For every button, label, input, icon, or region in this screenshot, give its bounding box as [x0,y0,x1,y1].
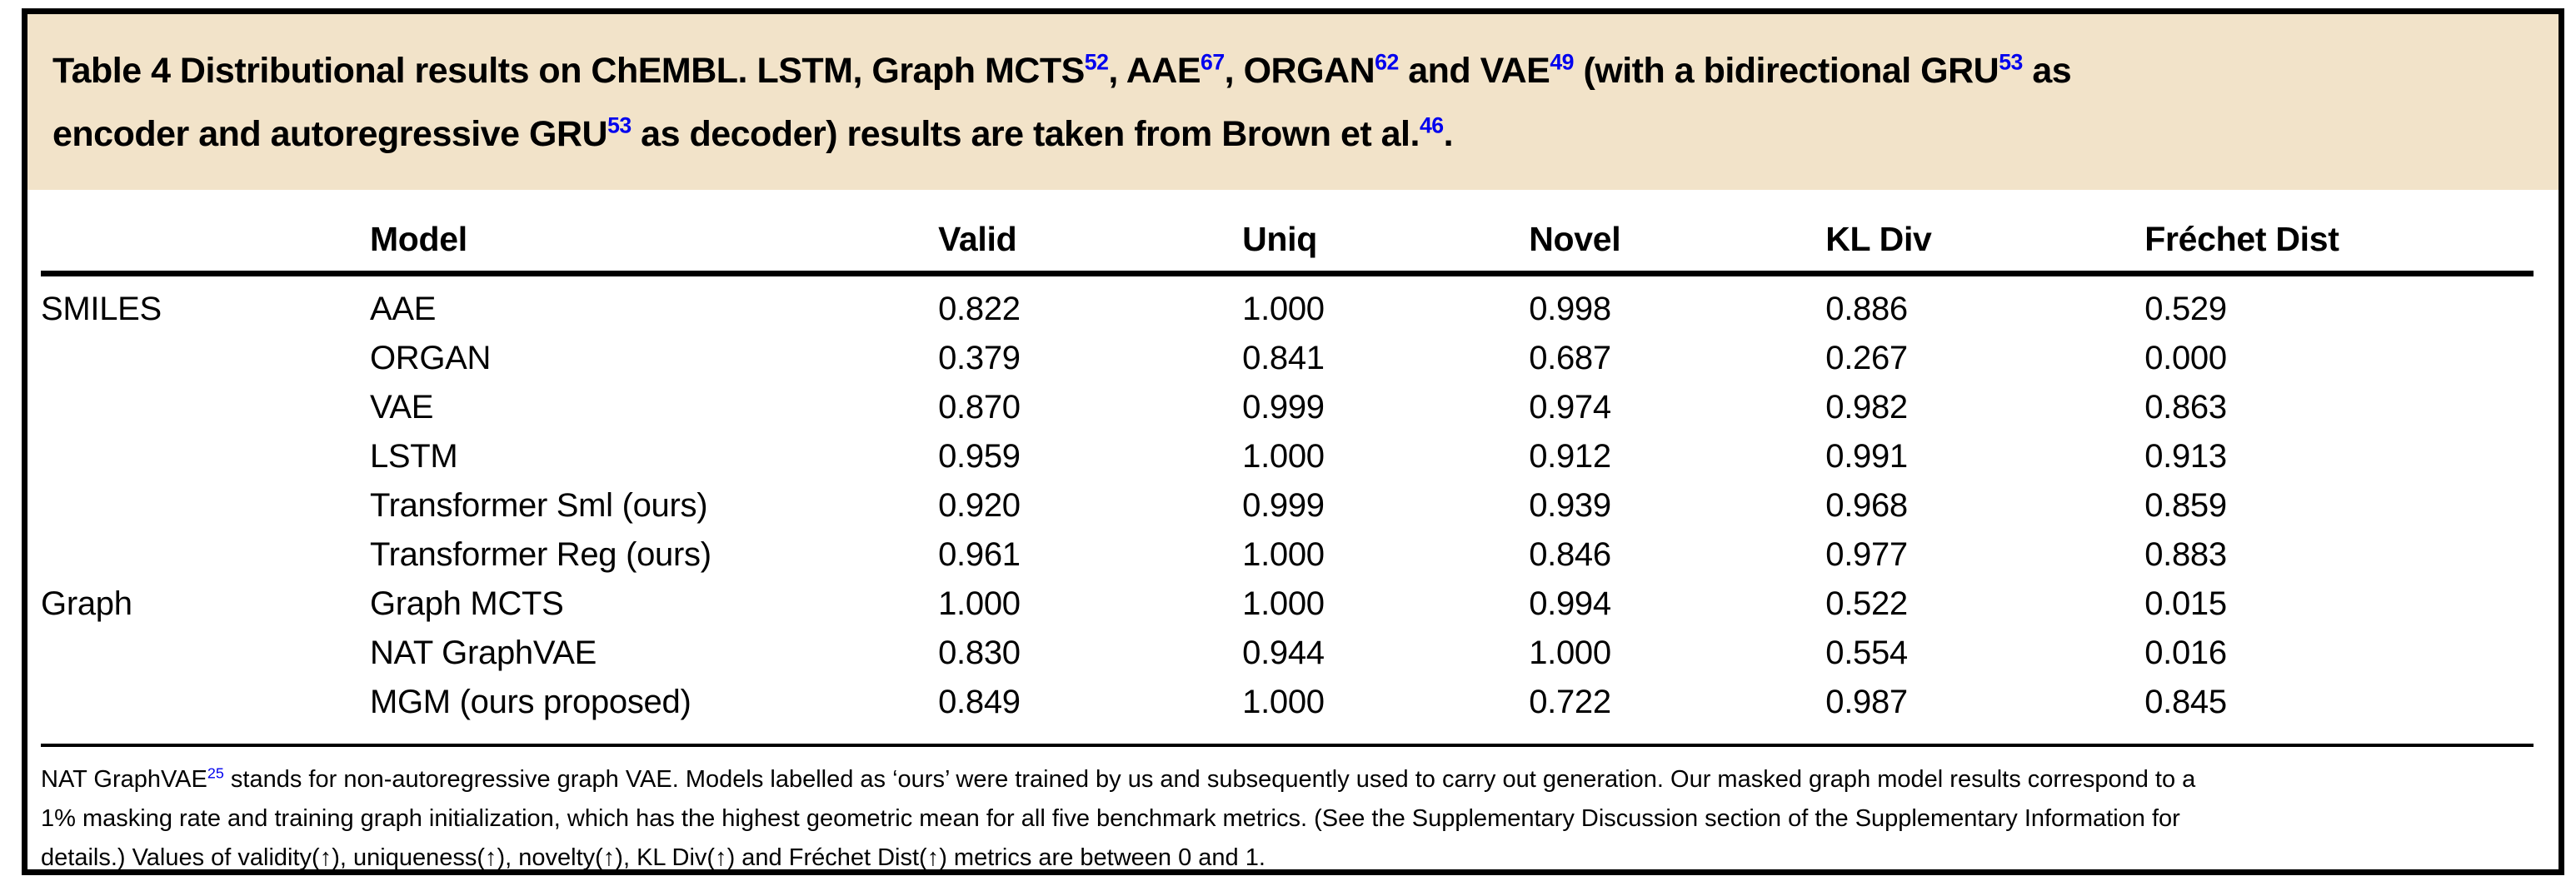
citation-link[interactable]: 53 [607,112,632,138]
cell-fr-chet-dist: 0.883 [2144,536,2227,573]
cell-novel: 0.722 [1529,684,1611,720]
cell-valid: 0.920 [938,487,1021,524]
cell-model: MGM (ours proposed) [369,684,691,720]
cell-group [41,629,370,678]
cell-kl-div: 0.522 [1825,585,1908,622]
table-row: Transformer Reg (ours) 0.961 1.000 0.846 0.9… [41,530,2534,580]
cell-valid: 0.379 [938,340,1021,376]
cell-group: Graph [41,585,132,622]
cell-uniq: 0.944 [1242,635,1325,671]
col-header-novel: Novel [1529,197,1826,276]
col-header-group [41,197,370,276]
cell-valid: 0.822 [938,291,1021,327]
cell-novel: 0.998 [1529,291,1611,327]
cell-model: Transformer Sml (ours) [369,487,708,524]
citation-link[interactable]: 46 [1419,112,1444,138]
cell-model: VAE [369,389,434,426]
cell-kl-div: 0.886 [1825,291,1908,327]
cell-fr-chet-dist: 0.859 [2144,487,2227,524]
table-figure-frame: Table 4 Distributional results on ChEMBL… [22,8,2564,875]
cell-kl-div: 0.991 [1825,438,1908,475]
cell-valid: 0.959 [938,438,1021,475]
cell-model: Graph MCTS [369,585,564,622]
cell-valid: 0.961 [938,536,1021,573]
cell-group [41,678,370,737]
cell-fr-chet-dist: 0.016 [2144,635,2227,671]
table-content-area: Model Valid Uniq Novel KL Div Fréchet Dist SMI… [27,197,2559,878]
cell-novel: 0.974 [1529,389,1611,426]
cell-group [41,481,370,530]
cell-kl-div: 0.267 [1825,340,1908,376]
table-row: VAE 0.870 0.999 0.974 0.982 0.863 [41,383,2534,432]
cell-fr-chet-dist: 0.863 [2144,389,2227,426]
col-header-uniq: Uniq [1242,197,1530,276]
header-row: Model Valid Uniq Novel KL Div Fréchet Dist [41,197,2534,276]
table-row: Transformer Sml (ours) 0.920 0.999 0.939 0.9… [41,481,2534,530]
cell-group [41,530,370,580]
citation-link[interactable]: 67 [1201,49,1225,75]
cell-novel: 0.994 [1529,585,1611,622]
cell-novel: 0.687 [1529,340,1611,376]
cell-kl-div: 0.982 [1825,389,1908,426]
cell-fr-chet-dist: 0.913 [2144,438,2227,475]
cell-uniq: 1.000 [1242,438,1325,475]
cell-uniq: 0.999 [1242,389,1325,426]
cell-uniq: 1.000 [1242,585,1325,622]
cell-valid: 0.870 [938,389,1021,426]
col-header-model: Model [369,197,939,276]
col-header-kl-div: KL Div [1825,197,2145,276]
cell-uniq: 1.000 [1242,536,1325,573]
cell-uniq: 0.999 [1242,487,1325,524]
cell-kl-div: 0.977 [1825,536,1908,573]
cell-model: Transformer Reg (ours) [369,536,711,573]
cell-model: AAE [369,291,437,327]
cell-fr-chet-dist: 0.529 [2144,291,2227,327]
cell-novel: 0.939 [1529,487,1611,524]
cell-group [41,432,370,481]
citation-link[interactable]: 62 [1375,49,1399,75]
cell-valid: 0.830 [938,635,1021,671]
table-row: ORGAN 0.379 0.841 0.687 0.267 0.000 [41,334,2534,383]
citation-link[interactable]: 53 [1999,49,2023,75]
citation-link[interactable]: 52 [1084,49,1109,75]
cell-model: LSTM [369,438,458,475]
table-row: LSTM 0.959 1.000 0.912 0.991 0.913 [41,432,2534,481]
cell-novel: 0.846 [1529,536,1611,573]
cell-novel: 1.000 [1529,635,1611,671]
table-row: MGM (ours proposed) 0.849 1.000 0.722 0.987 0… [41,678,2534,737]
cell-kl-div: 0.987 [1825,684,1908,720]
cell-kl-div: 0.968 [1825,487,1908,524]
table-row: Graph Graph MCTS 1.000 1.000 0.994 0.522 0.015 [41,580,2534,629]
table-footnote: NAT GraphVAE25 stands for non-autoregres… [41,744,2534,878]
cell-novel: 0.912 [1529,438,1611,475]
cell-group: SMILES [41,291,162,327]
table-row: SMILES AAE 0.822 1.000 0.998 0.886 0.529 [41,274,2534,335]
cell-group [41,334,370,383]
cell-fr-chet-dist: 0.845 [2144,684,2227,720]
cell-group [41,383,370,432]
results-table: Model Valid Uniq Novel KL Div Fréchet Dist SMI… [41,197,2534,737]
cell-model: ORGAN [369,340,492,376]
citation-link[interactable]: 25 [207,764,224,782]
cell-model: NAT GraphVAE [369,635,597,671]
table-row: NAT GraphVAE 0.830 0.944 1.000 0.554 0.016 [41,629,2534,678]
citation-link[interactable]: 49 [1550,49,1575,75]
cell-uniq: 0.841 [1242,340,1325,376]
table-caption: Table 4 Distributional results on ChEMBL… [27,14,2559,190]
cell-valid: 1.000 [938,585,1021,622]
cell-uniq: 1.000 [1242,684,1325,720]
cell-kl-div: 0.554 [1825,635,1908,671]
cell-fr-chet-dist: 0.000 [2144,340,2227,376]
col-header-fr-chet-dist: Fréchet Dist [2144,197,2534,276]
cell-fr-chet-dist: 0.015 [2144,585,2227,622]
cell-valid: 0.849 [938,684,1021,720]
cell-uniq: 1.000 [1242,291,1325,327]
col-header-valid: Valid [938,197,1243,276]
